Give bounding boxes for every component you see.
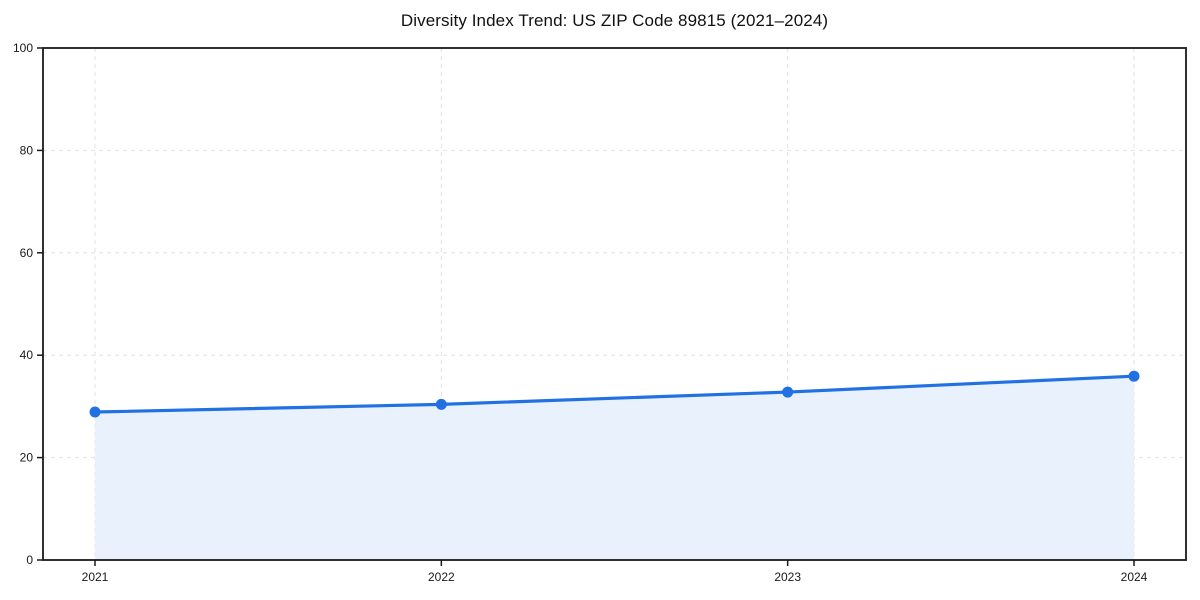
- data-point: [435, 398, 447, 410]
- y-tick-label: 0: [26, 553, 33, 567]
- axis-frame: [42, 47, 1187, 561]
- x-tick-label: 2023: [774, 570, 801, 584]
- trend-line: [93, 374, 1136, 414]
- chart-title: Diversity Index Trend: US ZIP Code 89815…: [400, 11, 829, 30]
- data-point: [1128, 370, 1140, 382]
- data-point: [89, 406, 101, 418]
- y-tick-label: 40: [20, 348, 34, 362]
- x-tick-label: 2022: [428, 570, 455, 584]
- y-tick-label: 100: [13, 41, 33, 55]
- area-fill: [95, 376, 1134, 560]
- y-tick-label: 20: [20, 451, 34, 465]
- y-tick-label: 80: [20, 143, 34, 157]
- data-point: [782, 386, 794, 398]
- x-tick-label: 2024: [1121, 570, 1148, 584]
- y-tick-label: 60: [20, 246, 34, 260]
- x-tick-label: 2021: [82, 570, 109, 584]
